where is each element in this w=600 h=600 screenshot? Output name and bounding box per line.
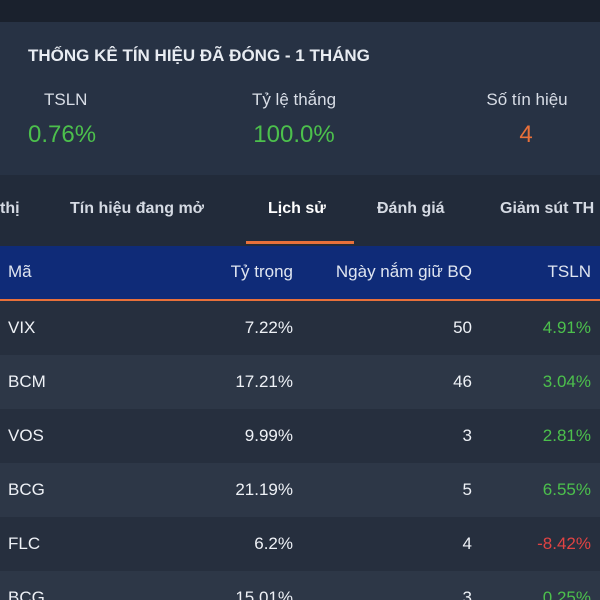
top-bar (0, 0, 600, 22)
panel-title: THỐNG KÊ TÍN HIỆU ĐÃ ĐÓNG - 1 THÁNG (28, 46, 370, 65)
cell: BCM (8, 372, 46, 391)
tab[interactable]: Giảm sút TH (500, 200, 595, 217)
cell: 3.04% (542, 372, 591, 391)
tab[interactable]: Đánh giá (377, 200, 445, 217)
cell: 46 (453, 372, 472, 391)
stat-value: 0.76% (28, 121, 97, 148)
header-line (0, 299, 600, 301)
table-header (0, 246, 600, 299)
column-header: Tỷ trọng (230, 262, 293, 281)
tab-underline (246, 241, 354, 244)
cell: 3 (462, 588, 472, 600)
cell: 0.25% (542, 588, 591, 600)
cell: FLC (8, 534, 41, 553)
column-header: TSLN (547, 262, 591, 281)
table-row[interactable] (0, 301, 600, 355)
stat-label: Tỷ lệ thắng (251, 90, 337, 109)
tab[interactable]: Lịch sử (268, 200, 326, 217)
cell: BCG (8, 480, 45, 499)
stat-value: 4 (519, 121, 533, 148)
table-row[interactable] (0, 571, 600, 600)
cell: BCG (8, 588, 45, 600)
cell: VOS (8, 426, 44, 445)
column-header: Mã (8, 262, 32, 281)
tab[interactable]: Tín hiệu đang mở (70, 200, 205, 217)
cell: 17.21% (235, 372, 293, 391)
cell: 9.99% (244, 426, 293, 445)
table-row[interactable] (0, 463, 600, 517)
cell: 21.19% (235, 480, 293, 499)
cell: 50 (453, 318, 472, 337)
stat-label: TSLN (44, 90, 88, 109)
cell: VIX (8, 318, 36, 337)
table-row[interactable] (0, 355, 600, 409)
cell: 2.81% (542, 426, 591, 445)
cell: 5 (462, 480, 472, 499)
cell: 4.91% (542, 318, 591, 337)
stat-label: Số tín hiệu (486, 90, 568, 109)
table-row[interactable] (0, 517, 600, 571)
table-row[interactable] (0, 409, 600, 463)
summary-panel (0, 22, 600, 175)
tab[interactable]: thị (0, 200, 20, 217)
cell: 6.55% (542, 480, 591, 499)
cell: 4 (462, 534, 472, 553)
cell: 3 (462, 426, 472, 445)
cell: 7.22% (244, 318, 293, 337)
stat-value: 100.0% (253, 121, 335, 148)
cell: -8.42% (537, 534, 591, 553)
cell: 15.01% (235, 588, 293, 600)
column-header: Ngày nắm giữ BQ (335, 262, 472, 281)
cell: 6.2% (254, 534, 293, 553)
